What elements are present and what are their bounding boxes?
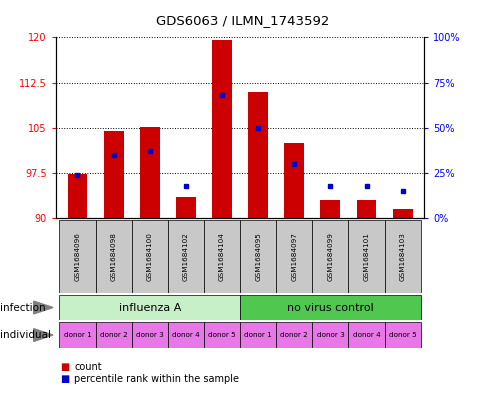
Polygon shape — [33, 301, 53, 314]
Bar — [384, 322, 420, 348]
Bar — [320, 200, 340, 218]
Text: donor 3: donor 3 — [316, 332, 344, 338]
Text: GSM1684095: GSM1684095 — [255, 232, 260, 281]
Text: individual: individual — [0, 330, 51, 340]
Bar — [67, 174, 87, 218]
Bar — [167, 322, 203, 348]
Bar — [240, 322, 276, 348]
Text: no virus control: no virus control — [287, 303, 373, 312]
Text: ■: ■ — [60, 374, 70, 384]
Text: donor 2: donor 2 — [280, 332, 307, 338]
Text: infection: infection — [0, 303, 46, 312]
Bar — [203, 220, 240, 293]
Bar — [167, 220, 203, 293]
Text: influenza A: influenza A — [118, 303, 181, 312]
Bar — [384, 220, 420, 293]
Bar — [212, 40, 231, 218]
Text: GSM1684101: GSM1684101 — [363, 232, 369, 281]
Bar — [392, 209, 412, 218]
Text: donor 2: donor 2 — [100, 332, 127, 338]
Text: GSM1684102: GSM1684102 — [182, 232, 188, 281]
Text: GSM1684103: GSM1684103 — [399, 232, 405, 281]
Bar — [240, 220, 276, 293]
Text: GSM1684100: GSM1684100 — [147, 232, 152, 281]
Text: donor 3: donor 3 — [136, 332, 163, 338]
Text: donor 4: donor 4 — [352, 332, 379, 338]
Bar — [59, 322, 95, 348]
Text: donor 1: donor 1 — [244, 332, 272, 338]
Bar — [356, 200, 376, 218]
Text: GSM1684099: GSM1684099 — [327, 232, 333, 281]
Bar — [276, 220, 312, 293]
Bar — [276, 322, 312, 348]
Text: GSM1684097: GSM1684097 — [291, 232, 297, 281]
Bar — [131, 220, 167, 293]
Bar — [348, 322, 384, 348]
Text: donor 4: donor 4 — [172, 332, 199, 338]
Bar — [248, 92, 268, 218]
Bar — [95, 220, 131, 293]
Text: ■: ■ — [60, 362, 70, 373]
Text: GSM1684098: GSM1684098 — [110, 232, 116, 281]
Polygon shape — [33, 329, 53, 342]
Text: count: count — [74, 362, 102, 373]
Text: GSM1684096: GSM1684096 — [75, 232, 80, 281]
Bar — [312, 322, 348, 348]
Bar — [139, 127, 159, 218]
Text: percentile rank within the sample: percentile rank within the sample — [74, 374, 239, 384]
Bar — [284, 143, 303, 218]
Text: donor 1: donor 1 — [63, 332, 91, 338]
Bar — [95, 322, 131, 348]
Text: GSM1684104: GSM1684104 — [219, 232, 225, 281]
Bar — [59, 295, 240, 320]
Bar — [203, 322, 240, 348]
Bar — [348, 220, 384, 293]
Bar — [59, 220, 95, 293]
Bar — [312, 220, 348, 293]
Bar — [240, 295, 420, 320]
Bar — [131, 322, 167, 348]
Bar — [104, 131, 123, 218]
Text: GDS6063 / ILMN_1743592: GDS6063 / ILMN_1743592 — [155, 14, 329, 27]
Bar — [176, 197, 196, 218]
Text: donor 5: donor 5 — [208, 332, 235, 338]
Text: donor 5: donor 5 — [388, 332, 416, 338]
